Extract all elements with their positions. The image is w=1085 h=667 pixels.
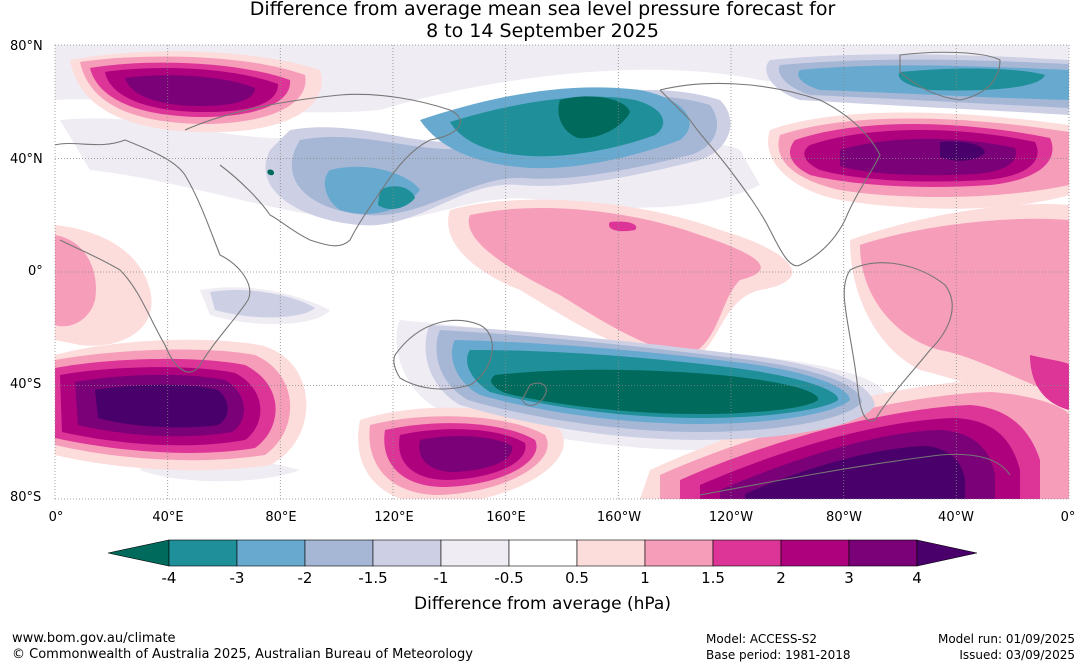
lon-label: 80°E bbox=[265, 510, 297, 525]
anomaly-region bbox=[125, 75, 255, 106]
coastline-africa-europe bbox=[55, 139, 251, 373]
colorbar-tick-label: 1.5 bbox=[701, 569, 725, 587]
pressure-anomaly-field bbox=[55, 45, 1069, 499]
anomaly-region bbox=[468, 207, 761, 355]
anomaly-region bbox=[210, 290, 315, 318]
coastline-north-america bbox=[659, 82, 881, 267]
lon-label: 160°W bbox=[596, 510, 642, 525]
colorbar-segment bbox=[372, 539, 442, 567]
anomaly-region bbox=[491, 369, 819, 414]
lon-label: 120°E bbox=[374, 510, 414, 525]
anomaly-region bbox=[95, 384, 228, 428]
colorbar-tick-label: 3 bbox=[844, 569, 854, 587]
colorbar-tick-label: -3 bbox=[229, 569, 245, 587]
anomaly-region bbox=[840, 138, 1016, 176]
graticule bbox=[54, 44, 1070, 500]
lat-label: 80°S bbox=[10, 490, 42, 505]
coastline-asia bbox=[184, 93, 461, 247]
anomaly-region bbox=[267, 169, 275, 176]
base-period: Base period: 1981-2018 bbox=[706, 648, 851, 662]
colorbar-segment bbox=[508, 539, 578, 567]
anomaly-region bbox=[940, 141, 985, 161]
anomaly-region bbox=[419, 436, 513, 472]
colorbar-extension-low bbox=[107, 539, 170, 567]
lon-label: 40°E bbox=[152, 510, 184, 525]
anomaly-region bbox=[609, 221, 637, 232]
lat-label: 80°N bbox=[10, 39, 43, 54]
lon-label: 0° bbox=[48, 510, 64, 525]
coastline-new-zealand bbox=[521, 382, 547, 406]
colorbar-extension-high bbox=[916, 539, 978, 567]
copyright-text: © Commonwealth of Australia 2025, Austra… bbox=[12, 647, 473, 662]
colorbar-segment bbox=[576, 539, 646, 567]
colorbar-tick-label: 4 bbox=[912, 569, 922, 587]
colorbar-segment bbox=[236, 539, 306, 567]
coastline-antarctica bbox=[699, 453, 1011, 496]
colorbar-tick-label: -1.5 bbox=[358, 569, 388, 587]
website-link[interactable]: www.bom.gov.au/climate bbox=[12, 631, 176, 646]
model-run-date: Model run: 01/09/2025 bbox=[937, 632, 1075, 646]
anomaly-region bbox=[558, 96, 630, 139]
lat-label: 0° bbox=[28, 264, 43, 279]
anomaly-region bbox=[898, 68, 1045, 91]
lon-label: 120°W bbox=[708, 510, 754, 525]
colorbar-tick-label: 2 bbox=[776, 569, 786, 587]
anomaly-region bbox=[55, 235, 96, 327]
coastlines bbox=[55, 51, 1011, 496]
colorbar bbox=[107, 539, 978, 567]
colorbar-tick-label: 1 bbox=[640, 569, 650, 587]
lon-label: 40°W bbox=[938, 510, 974, 525]
model-name: Model: ACCESS-S2 bbox=[706, 632, 818, 646]
colorbar-tick-label: -2 bbox=[297, 569, 313, 587]
colorbar-title: Difference from average (hPa) bbox=[414, 594, 671, 614]
colorbar-segment bbox=[168, 539, 238, 567]
anomaly-region bbox=[860, 218, 1069, 400]
colorbar-segment bbox=[780, 539, 850, 567]
coastline-australia bbox=[393, 319, 493, 390]
issued-date: Issued: 03/09/2025 bbox=[959, 648, 1075, 662]
anomaly-region bbox=[378, 186, 415, 210]
lon-label: 80°W bbox=[826, 510, 862, 525]
colorbar-segment bbox=[644, 539, 714, 567]
colorbar-segment bbox=[440, 539, 510, 567]
anomaly-region bbox=[1030, 355, 1069, 410]
colorbar-segment bbox=[304, 539, 374, 567]
colorbar-tick-label: 0.5 bbox=[565, 569, 589, 587]
coastline-south-america bbox=[843, 262, 953, 422]
lat-label: 40°S bbox=[10, 377, 42, 392]
colorbar-segment bbox=[712, 539, 782, 567]
colorbar-tick-label: -1 bbox=[433, 569, 449, 587]
map-title-line2: 8 to 14 September 2025 bbox=[426, 20, 659, 42]
lon-label: 0° bbox=[1060, 510, 1076, 525]
map-title-line1: Difference from average mean sea level p… bbox=[249, 0, 836, 20]
colorbar-tick-label: -0.5 bbox=[494, 569, 524, 587]
colorbar-tick-label: -4 bbox=[161, 569, 177, 587]
coastline-greenland bbox=[899, 51, 1001, 101]
lon-label: 160°E bbox=[486, 510, 526, 525]
lat-label: 40°N bbox=[10, 152, 43, 167]
colorbar-segment bbox=[848, 539, 918, 567]
